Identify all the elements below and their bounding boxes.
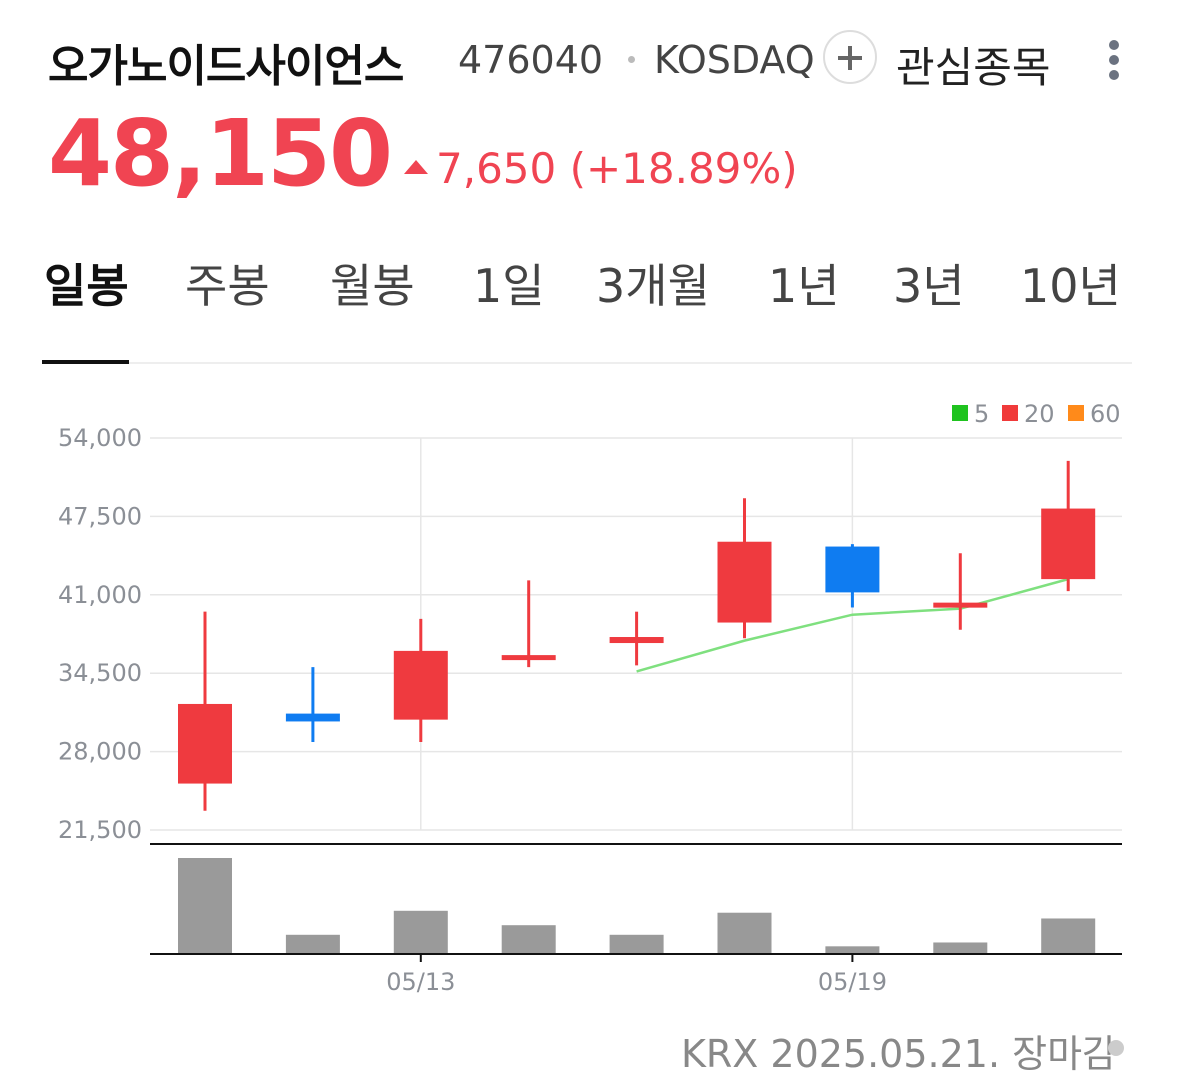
volume-bar <box>285 934 340 954</box>
tab-1year[interactable]: 1년 <box>768 259 840 313</box>
tab-monthly[interactable]: 월봉 <box>330 259 415 313</box>
current-price: 48,150 <box>48 100 393 207</box>
y-tick-label: 54,000 <box>58 424 142 452</box>
tab-10year[interactable]: 10년 <box>1020 259 1121 313</box>
tab-weekly[interactable]: 주봉 <box>185 259 270 313</box>
legend-label: 60 <box>1090 400 1121 428</box>
legend-label: 5 <box>974 400 989 428</box>
period-tabs: 일봉 주봉 월봉 1일 3개월 1년 3년 10년 <box>0 250 1179 320</box>
volume-bar <box>825 946 880 954</box>
market-status: KRX 2025.05.21. 장마감 <box>680 1032 1117 1076</box>
volume-bar <box>393 910 448 954</box>
more-vertical-icon[interactable] <box>1108 40 1120 84</box>
separator-dot <box>628 56 635 63</box>
candle-body <box>825 546 880 593</box>
ma5-line <box>636 577 1069 673</box>
tab-divider <box>42 362 1132 364</box>
plus-icon[interactable] <box>823 30 877 84</box>
stock-name: 오가노이드사이언스 <box>48 41 404 92</box>
status-dot <box>1108 1040 1124 1056</box>
price-change: 7,650 (+18.89%) <box>436 144 798 193</box>
legend-swatch <box>952 405 968 421</box>
y-tick-label: 34,500 <box>58 659 142 687</box>
y-tick-label: 41,000 <box>58 581 142 609</box>
volume-bar <box>501 925 556 954</box>
volume-bar <box>178 858 232 954</box>
volume-bar <box>717 912 772 954</box>
candle-body <box>178 703 232 784</box>
candle-body <box>393 650 448 720</box>
volume-bar <box>1041 918 1096 954</box>
legend-swatch <box>1068 405 1084 421</box>
volume-bar <box>609 934 664 954</box>
tab-3month[interactable]: 3개월 <box>596 259 710 313</box>
candle-body <box>285 713 340 722</box>
tab-daily[interactable]: 일봉 <box>44 259 129 313</box>
legend-label: 20 <box>1024 400 1055 428</box>
market-name: KOSDAQ <box>654 38 815 82</box>
stock-code: 476040 <box>458 38 604 82</box>
watchlist-button[interactable]: 관심종목 <box>896 43 1051 92</box>
tab-1day[interactable]: 1일 <box>473 259 545 313</box>
x-tick-label: 05/13 <box>386 968 455 996</box>
candle-body <box>609 637 664 644</box>
candle-body <box>1041 508 1096 580</box>
triangle-up-icon <box>404 160 428 174</box>
candle-body <box>933 602 988 608</box>
volume-bar <box>933 942 988 954</box>
x-tick-label: 05/19 <box>818 968 887 996</box>
y-tick-label: 47,500 <box>58 502 142 530</box>
active-tab-indicator <box>42 360 129 364</box>
stock-header: 오가노이드사이언스 476040 KOSDAQ 관심종목 <box>48 28 1139 92</box>
tab-3year[interactable]: 3년 <box>893 259 965 313</box>
y-tick-label: 21,500 <box>58 816 142 844</box>
candle-body <box>717 541 772 623</box>
y-tick-label: 28,000 <box>58 738 142 766</box>
legend-swatch <box>1002 405 1018 421</box>
candle-body <box>501 655 556 661</box>
candlestick-chart[interactable]: 54,000 47,500 41,000 34,500 28,000 21,500 5 20 6… <box>0 380 1179 1000</box>
